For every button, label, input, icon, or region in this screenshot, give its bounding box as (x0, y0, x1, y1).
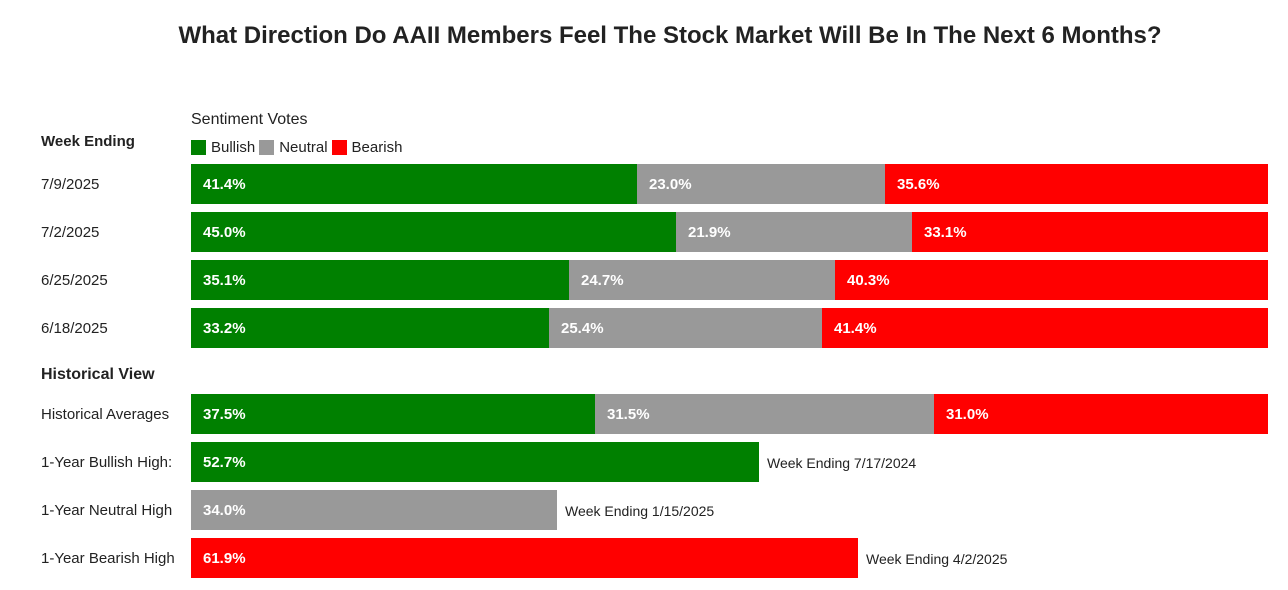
stacked-bar: 33.2% 25.4% 41.4% (191, 308, 1268, 348)
legend-item-bullish: Bullish (191, 139, 255, 156)
bar-segment-neutral: 31.5% (595, 394, 934, 434)
legend-label: Neutral (279, 139, 328, 156)
stacked-bar: 45.0% 21.9% 33.1% (191, 212, 1268, 252)
bar-segment-bullish: 37.5% (191, 394, 595, 434)
legend: Bullish Neutral Bearish (191, 139, 406, 156)
week-ending-header: Week Ending (41, 133, 135, 150)
legend-swatch (259, 140, 275, 155)
chart-title: What Direction Do AAII Members Feel The … (178, 22, 1162, 49)
high-bar: 34.0% (191, 490, 557, 530)
bar-segment-bullish: 45.0% (191, 212, 676, 252)
high-bar: 61.9% (191, 538, 858, 578)
legend-item-bearish: Bearish (331, 139, 403, 156)
high-note: Week Ending 4/2/2025 (866, 551, 1008, 567)
stacked-bar: 41.4% 23.0% 35.6% (191, 164, 1268, 204)
historical-view-header: Historical View (41, 366, 155, 383)
legend-label: Bullish (211, 139, 256, 156)
bar-segment-bearish: 33.1% (912, 212, 1268, 252)
high-row-label: 1-Year Bearish High (41, 550, 175, 567)
bar-segment-neutral: 25.4% (549, 308, 822, 348)
legend-label: Bearish (351, 139, 403, 156)
sentiment-votes-label: Sentiment Votes (191, 111, 308, 128)
row-label: 6/25/2025 (41, 272, 108, 289)
legend-item-neutral: Neutral (259, 139, 328, 156)
row-label: 6/18/2025 (41, 320, 108, 337)
row-label: 7/2/2025 (41, 224, 100, 241)
high-bar: 52.7% (191, 442, 759, 482)
bar-segment-neutral: 21.9% (676, 212, 912, 252)
high-row-label: 1-Year Bullish High: (41, 454, 173, 471)
legend-swatch (191, 140, 206, 155)
bar-segment-bearish: 40.3% (835, 260, 1268, 300)
stacked-bar: 37.5% 31.5% 31.0% (191, 394, 1268, 434)
row-label: Historical Averages (41, 406, 170, 423)
bar-segment-bullish: 35.1% (191, 260, 569, 300)
bar-segment-bearish: 41.4% (822, 308, 1268, 348)
bar-segment-bullish: 33.2% (191, 308, 549, 348)
high-note: Week Ending 1/15/2025 (565, 503, 715, 519)
row-label: 7/9/2025 (41, 176, 100, 193)
bar-segment-neutral: 23.0% (637, 164, 885, 204)
bar-segment-bullish: 41.4% (191, 164, 637, 204)
bar-segment-bearish: 35.6% (885, 164, 1268, 204)
bar-segment-bearish: 31.0% (934, 394, 1268, 434)
high-note: Week Ending 7/17/2024 (767, 455, 917, 471)
stacked-bar: 35.1% 24.7% 40.3% (191, 260, 1268, 300)
bar-segment-neutral: 24.7% (569, 260, 835, 300)
legend-swatch (331, 140, 347, 155)
high-row-label: 1-Year Neutral High (41, 502, 173, 519)
